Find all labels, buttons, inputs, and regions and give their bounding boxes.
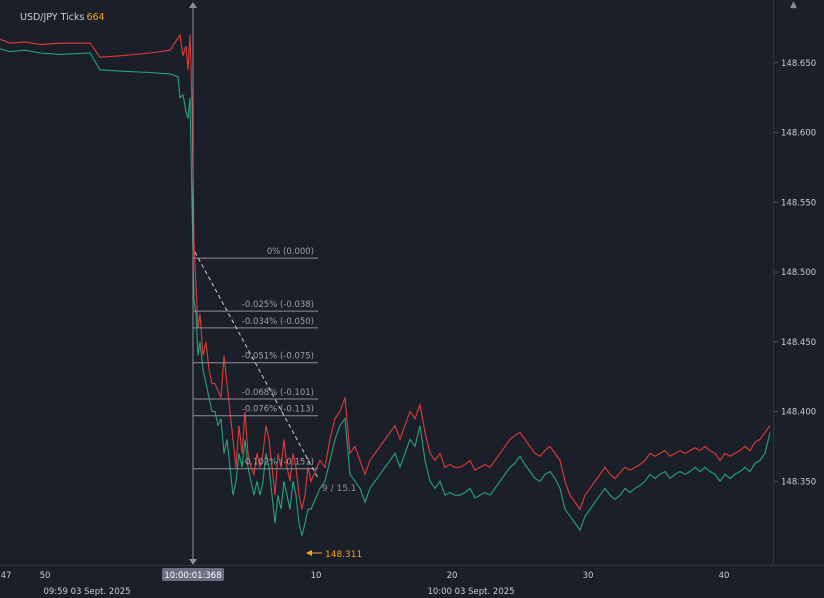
price-tick-label: 148.600 <box>781 129 816 139</box>
price-tick-label: 148.450 <box>781 338 816 348</box>
crosshair-bottom-arrow-icon <box>189 559 197 565</box>
price-tick-label: 148.500 <box>781 268 816 278</box>
time-axis[interactable]: 10:00:01:368 09:59 03 Sept. 2025 10:00 0… <box>0 565 824 598</box>
chart-title: USD/JPY Ticks 664 <box>20 12 105 23</box>
price-axis-labels: 148.650 148.600 148.550 148.500 148.450 148.4… <box>774 59 816 487</box>
series-line-ask <box>0 48 771 536</box>
header-value: 664 <box>86 12 104 23</box>
time-tick-label: 20 <box>447 571 458 581</box>
price-tick-label: 148.550 <box>781 198 816 208</box>
price-tick-label: 148.650 <box>781 59 816 69</box>
date-label-2: 10:00 03 Sept. 2025 <box>427 587 514 597</box>
fib-level-label: -0.025% (-0.038) <box>242 300 314 310</box>
fib-level-label: -0.034% (-0.050) <box>242 317 314 327</box>
time-axis-labels: 10:00:01:368 09:59 03 Sept. 2025 10:00 0… <box>1 568 730 597</box>
measure-dashed-line <box>194 251 319 479</box>
crosshair-time-badge <box>162 568 224 581</box>
price-tick-label: 148.350 <box>781 477 816 487</box>
low-marker-label: 148.311 <box>325 550 362 560</box>
fib-level-label: -0.068% (-0.101) <box>242 388 314 398</box>
fib-level-label: -0.076% (-0.113) <box>242 405 314 415</box>
time-tick-label: 47 <box>1 571 12 581</box>
crosshair-top-arrow-icon <box>189 2 197 8</box>
scroll-up-button[interactable]: ▲ <box>790 0 797 10</box>
measure-label: 9 / 15.1 <box>322 484 357 494</box>
date-label-1: 09:59 03 Sept. 2025 <box>43 587 130 597</box>
time-tick-label: 50 <box>40 571 51 581</box>
price-tick-label: 148.400 <box>781 408 816 418</box>
time-tick-label: 10 <box>311 571 322 581</box>
series-line-bid <box>0 33 771 511</box>
crosshair-time-label: 10:00:01:368 <box>164 571 221 581</box>
triangle-up-icon: ▲ <box>790 0 797 10</box>
low-marker-arrow-icon <box>306 550 312 556</box>
time-tick-label: 30 <box>583 571 594 581</box>
plot-area[interactable]: 0% (0.000) -0.025% (-0.038) -0.034% (-0.05… <box>0 0 773 565</box>
fib-level-label: -0.102% (-0.151) <box>242 458 314 468</box>
fib-level-label: 0% (0.000) <box>267 247 314 257</box>
time-tick-label: 40 <box>719 571 730 581</box>
price-axis[interactable]: 148.650 148.600 148.550 148.500 148.450 148.4… <box>773 0 824 565</box>
series-layer <box>0 33 771 536</box>
fib-level-label: -0.051% (-0.075) <box>242 352 314 362</box>
fibonacci-levels[interactable]: 0% (0.000) -0.025% (-0.038) -0.034% (-0.05… <box>193 247 318 470</box>
symbol-label: USD/JPY Ticks <box>20 12 85 23</box>
